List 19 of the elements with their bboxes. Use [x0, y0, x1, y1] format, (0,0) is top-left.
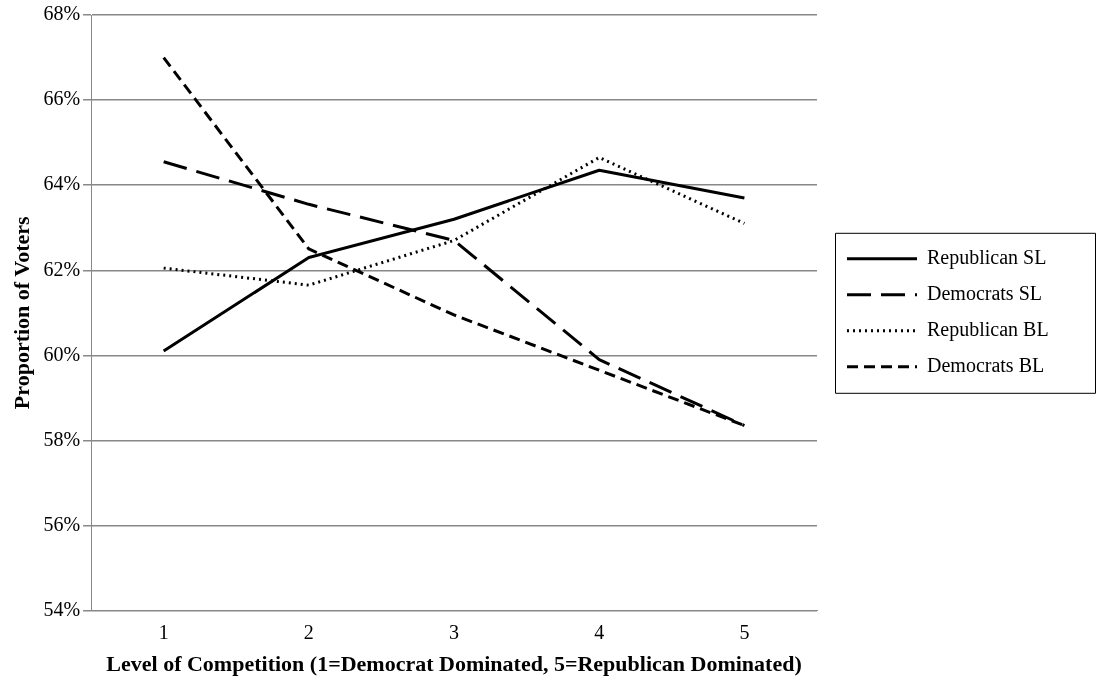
- y-axis-title: Proportion of Voters: [8, 216, 34, 410]
- x-tick-label: 2: [303, 620, 314, 643]
- x-tick-label: 4: [594, 620, 605, 643]
- y-tick-label: 58%: [43, 427, 81, 450]
- x-tick-label: 1: [158, 620, 169, 643]
- y-tick-label: 66%: [43, 87, 81, 110]
- x-tick-label: 5: [739, 620, 750, 643]
- x-axis-title: Level of Competition (1=Democrat Dominated, 5=Republican Dominated): [106, 651, 802, 677]
- y-tick-label: 56%: [43, 512, 81, 535]
- y-tick-label: 54%: [43, 597, 81, 620]
- y-tick-label: 68%: [43, 2, 81, 25]
- legend-label: Republican BL: [927, 318, 1049, 342]
- legend-label: Democrats SL: [927, 282, 1042, 305]
- legend-label: Republican SL: [927, 246, 1047, 270]
- y-tick-label: 62%: [43, 257, 81, 280]
- y-tick-label: 64%: [43, 172, 81, 195]
- y-tick-label: 60%: [43, 342, 81, 365]
- legend-label: Democrats BL: [927, 354, 1045, 377]
- x-tick-label: 3: [449, 620, 460, 643]
